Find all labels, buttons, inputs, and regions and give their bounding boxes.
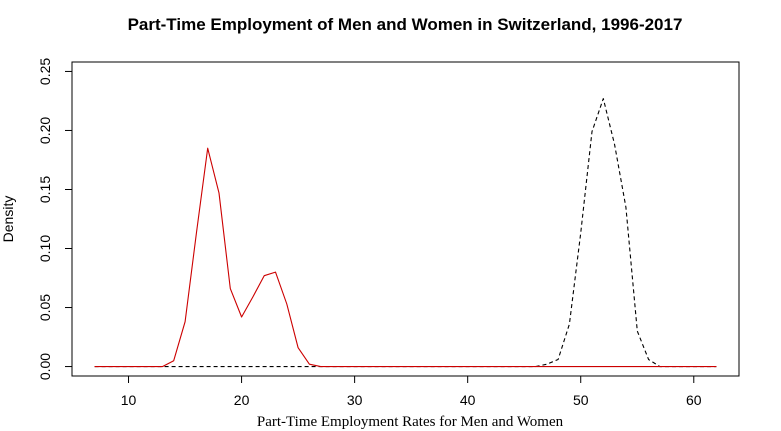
- x-axis-label: Part-Time Employment Rates for Men and W…: [257, 414, 564, 430]
- x-tick-label: 60: [686, 392, 702, 408]
- chart-title: Part-Time Employment of Men and Women in…: [128, 15, 683, 34]
- y-tick-label: 0.05: [37, 294, 53, 321]
- x-tick-label: 40: [460, 392, 476, 408]
- x-axis: 10 20 30 40 50 60: [121, 376, 702, 408]
- series-line-women: [94, 98, 717, 368]
- y-tick-label: 0.20: [37, 117, 53, 144]
- x-tick-label: 50: [573, 392, 589, 408]
- y-tick-label: 0.10: [37, 235, 53, 262]
- y-tick-label: 0.25: [37, 58, 53, 85]
- y-tick-label: 0.15: [37, 176, 53, 203]
- y-tick-label: 0.00: [37, 353, 53, 380]
- x-tick-label: 10: [121, 392, 137, 408]
- y-axis: 0.00 0.05 0.10 0.15 0.20 0.25: [37, 58, 72, 380]
- plot-frame: [71, 61, 740, 377]
- y-axis-label: Density: [0, 196, 16, 243]
- x-tick-label: 30: [347, 392, 363, 408]
- series-line-men: [94, 147, 717, 368]
- series-layer: [94, 98, 717, 368]
- x-tick-label: 20: [234, 392, 250, 408]
